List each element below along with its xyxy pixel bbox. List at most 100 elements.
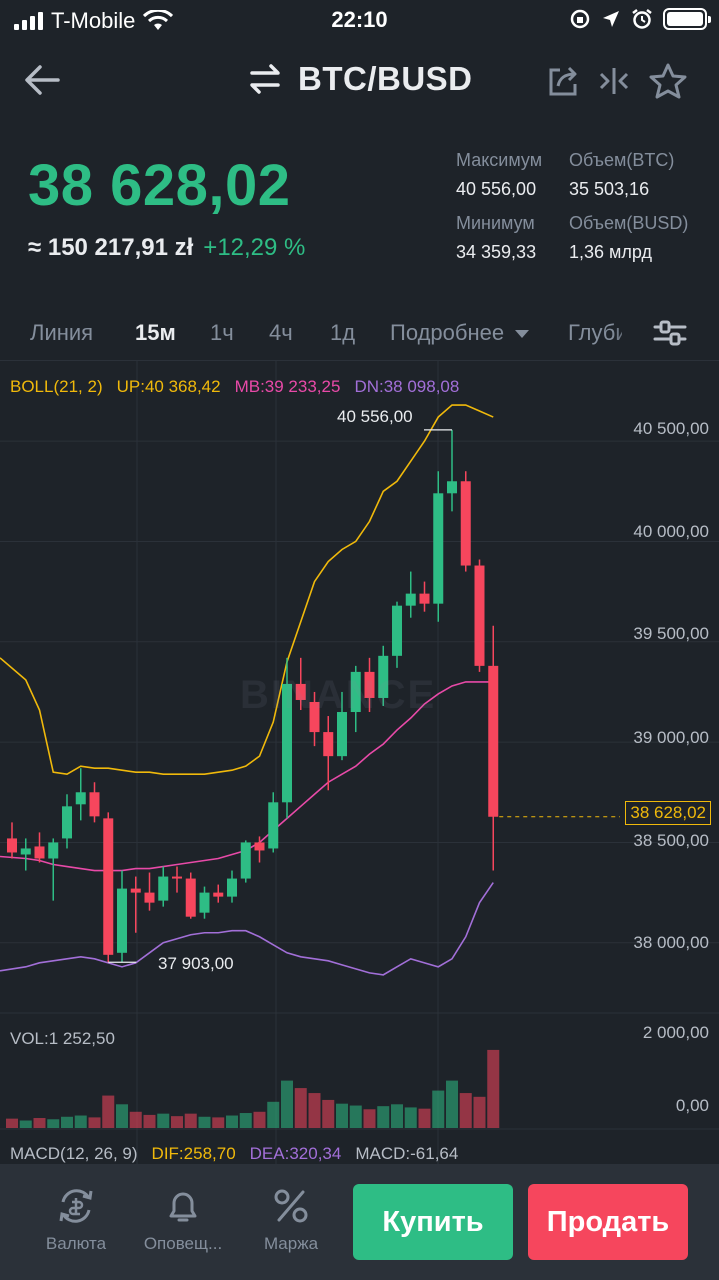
- candle-body: [447, 481, 457, 494]
- candle-body: [158, 876, 169, 901]
- candle-body: [172, 876, 182, 879]
- battery-icon: [663, 8, 711, 30]
- volume-bar: [239, 1113, 252, 1128]
- volume-indicator[interactable]: VOL:1 252,50: [10, 1029, 115, 1049]
- candlestick-chart[interactable]: [0, 361, 719, 1165]
- volume-bar: [363, 1109, 376, 1128]
- volume-bar: [61, 1116, 73, 1128]
- price-change: +12,29 %: [203, 234, 306, 261]
- candle-body: [392, 605, 402, 656]
- volume-bar: [308, 1093, 321, 1128]
- candle-body: [460, 481, 471, 566]
- volume-bar: [473, 1096, 486, 1128]
- candle-body: [405, 593, 416, 606]
- clock: 22:10: [331, 7, 388, 32]
- volume-bar: [281, 1080, 293, 1128]
- favorite-star-icon[interactable]: [648, 62, 688, 100]
- price-axis-tick: 39 500,00: [633, 624, 709, 643]
- volume-bar: [294, 1088, 307, 1128]
- candle-body: [213, 892, 224, 897]
- stat-volume-quote: Объем(BUSD) 1,36 млрд: [569, 213, 719, 263]
- sell-button[interactable]: Продать: [528, 1184, 688, 1260]
- tab-line[interactable]: Линия: [30, 320, 94, 345]
- bell-icon: [169, 1192, 197, 1222]
- candle-body: [89, 792, 100, 817]
- candle-body: [364, 671, 375, 698]
- stat-volume-quote-label: Объем(BUSD): [569, 213, 689, 233]
- volume-bar: [391, 1104, 403, 1128]
- currency-button[interactable]: Валюта: [26, 1186, 126, 1254]
- stat-high-value: 40 556,00: [456, 179, 537, 199]
- share-icon[interactable]: [546, 64, 580, 98]
- boll-indicator[interactable]: BOLL(21, 2) UP:40 368,42 MB:39 233,25 DN…: [10, 377, 459, 397]
- min-price-annotation: 37 903,00: [158, 954, 234, 973]
- stat-high: Максимум 40 556,00: [456, 150, 616, 200]
- cellular-signal-icon: [14, 12, 43, 30]
- alerts-button[interactable]: Оповещ...: [133, 1186, 233, 1254]
- pair-selector[interactable]: BTC/BUSD: [248, 60, 473, 98]
- tab-15m[interactable]: 15м: [135, 320, 176, 345]
- volume-bar: [47, 1119, 60, 1128]
- volume-bar: [198, 1116, 211, 1128]
- volume-bar: [102, 1095, 115, 1128]
- margin-button[interactable]: Маржа: [241, 1186, 341, 1254]
- back-arrow-icon[interactable]: [22, 62, 62, 98]
- candle-body: [323, 732, 334, 757]
- boll-dn: DN:38 098,08: [354, 377, 460, 396]
- buy-button[interactable]: Купить: [353, 1184, 513, 1260]
- candle-body: [130, 888, 141, 893]
- rotation-lock-icon: [570, 9, 590, 29]
- volume-bar: [487, 1049, 500, 1128]
- stat-low-label: Минимум: [456, 213, 535, 233]
- stat-low: Минимум 34 359,33: [456, 213, 616, 263]
- price-axis-tick: 39 000,00: [633, 728, 709, 747]
- stat-volume-base: Объем(BTC) 35 503,16: [569, 150, 719, 200]
- boll-mb: MB:39 233,25: [234, 377, 341, 396]
- tabs-fade: [612, 316, 642, 352]
- volume-bar: [74, 1115, 87, 1128]
- volume-bar: [377, 1106, 390, 1128]
- candle-body: [488, 665, 499, 817]
- max-price-annotation: 40 556,00: [337, 407, 413, 426]
- volume-bar: [129, 1111, 142, 1128]
- chart-settings-icon[interactable]: [652, 318, 688, 348]
- volume-bar: [322, 1099, 335, 1128]
- stat-low-value: 34 359,33: [456, 242, 537, 262]
- candle-body: [433, 493, 444, 604]
- candle-body: [378, 655, 389, 698]
- candle-body: [185, 878, 196, 917]
- price-axis-tick: 38 000,00: [633, 933, 709, 952]
- candle-body: [103, 818, 114, 955]
- bottom-bar: Валюта Оповещ... Маржа Купить Продать: [0, 1164, 719, 1280]
- chart-area[interactable]: BINANCE BOLL(21, 2) UP:40 368,42 MB:39 2…: [0, 360, 719, 1165]
- volume-bar: [33, 1118, 46, 1128]
- tab-more[interactable]: Подробнее: [390, 320, 530, 346]
- stat-volume-quote-value: 1,36 млрд: [569, 242, 653, 262]
- volume-bar: [432, 1090, 445, 1128]
- candle-body: [240, 842, 251, 879]
- volume-axis-tick: 0,00: [675, 1096, 709, 1115]
- alerts-label: Оповещ...: [143, 1234, 223, 1253]
- macd-indicator[interactable]: MACD(12, 26, 9) DIF:258,70 DEA:320,34 MA…: [10, 1144, 458, 1164]
- candle-body: [295, 683, 306, 700]
- last-price: 38 628,02: [28, 153, 291, 218]
- tab-1h[interactable]: 1ч: [210, 320, 234, 345]
- candle-body: [62, 806, 72, 839]
- volume-bar: [226, 1115, 238, 1128]
- candle-body: [117, 888, 127, 953]
- swap-icon: [250, 64, 280, 94]
- candle-body: [7, 838, 17, 853]
- volume-bar: [88, 1117, 101, 1128]
- percent-icon: [274, 1189, 308, 1223]
- stat-volume-base-label: Объем(BTC): [569, 150, 675, 170]
- caret-down-icon: [515, 330, 530, 338]
- volume-bar: [19, 1120, 32, 1128]
- compare-icon[interactable]: [598, 64, 630, 98]
- price-axis-tick: 40 500,00: [633, 419, 709, 438]
- watermark: BINANCE: [240, 673, 437, 717]
- tab-1d[interactable]: 1д: [330, 320, 356, 345]
- location-icon: [603, 11, 619, 27]
- tab-4h[interactable]: 4ч: [269, 320, 293, 345]
- currency-exchange-icon: [59, 1189, 93, 1223]
- candle-body: [75, 792, 86, 805]
